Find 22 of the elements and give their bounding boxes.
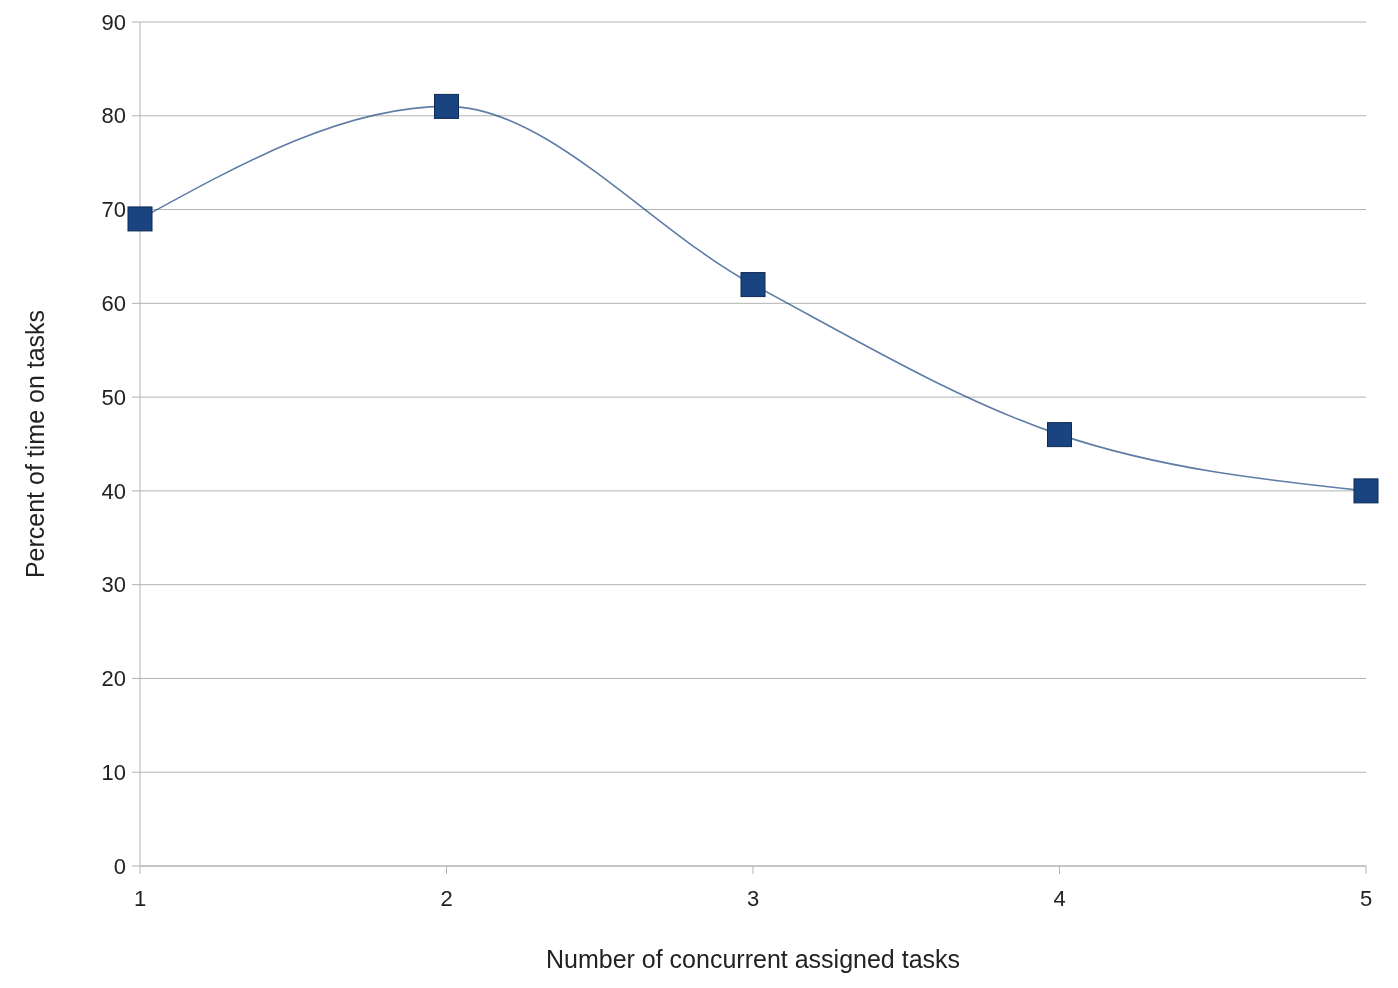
- point: [1353, 478, 1379, 504]
- y-tick-label: 80: [101, 103, 126, 129]
- x-axis-title: Number of concurrent assigned tasks: [545, 945, 961, 973]
- y-tick-label: 10: [101, 759, 126, 785]
- point: [1047, 422, 1072, 448]
- x-tick-label: 3: [746, 886, 760, 911]
- x-tick-label: 4: [1053, 886, 1066, 911]
- y-tick-label: 50: [101, 384, 126, 410]
- x-tick-label: 2: [440, 886, 453, 911]
- y-tick-label: 90: [101, 9, 126, 35]
- y-tick-label: 40: [101, 478, 126, 504]
- y-tick-label: 20: [101, 666, 126, 692]
- x-tick-label: 5: [1359, 886, 1373, 911]
- y-tick-label: 70: [101, 197, 126, 223]
- y-tick-label: 60: [101, 291, 126, 317]
- y-axis-title: Percent of time on tasks: [21, 309, 49, 579]
- y-tick-label: 30: [101, 572, 126, 598]
- point: [127, 206, 153, 232]
- point: [434, 93, 459, 119]
- y-tick-label: 0: [113, 853, 126, 879]
- x-tick-label: 1: [133, 886, 147, 911]
- point: [740, 272, 766, 298]
